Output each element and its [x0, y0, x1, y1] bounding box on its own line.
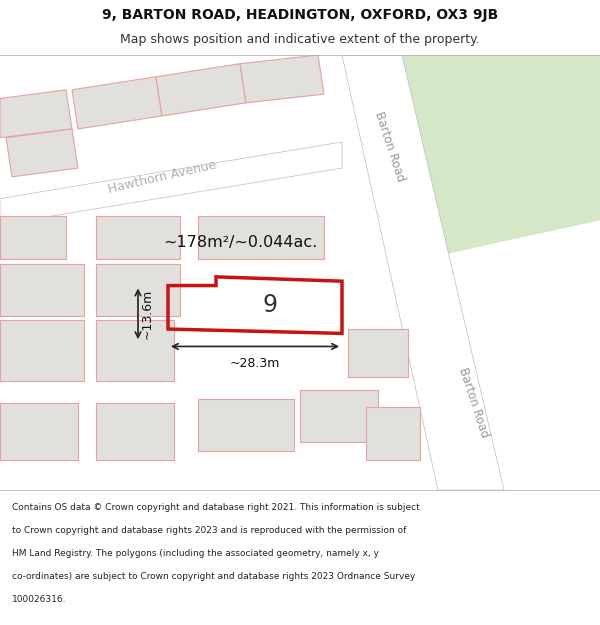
Polygon shape [0, 264, 84, 316]
Text: ~178m²/~0.044ac.: ~178m²/~0.044ac. [163, 234, 317, 249]
Text: Contains OS data © Crown copyright and database right 2021. This information is : Contains OS data © Crown copyright and d… [12, 504, 420, 512]
Polygon shape [0, 142, 342, 224]
Polygon shape [342, 55, 504, 490]
Polygon shape [96, 216, 180, 259]
Text: Map shows position and indicative extent of the property.: Map shows position and indicative extent… [120, 33, 480, 46]
Text: ~13.6m: ~13.6m [141, 289, 154, 339]
Polygon shape [0, 321, 84, 381]
Polygon shape [300, 390, 378, 442]
Text: to Crown copyright and database rights 2023 and is reproduced with the permissio: to Crown copyright and database rights 2… [12, 526, 406, 536]
Polygon shape [156, 64, 246, 116]
Polygon shape [366, 408, 420, 459]
Text: ~28.3m: ~28.3m [230, 357, 280, 371]
Polygon shape [0, 90, 72, 138]
Polygon shape [0, 216, 66, 259]
Polygon shape [402, 55, 600, 264]
Text: co-ordinates) are subject to Crown copyright and database rights 2023 Ordnance S: co-ordinates) are subject to Crown copyr… [12, 572, 415, 581]
Text: Hawthorn Avenue: Hawthorn Avenue [107, 158, 217, 196]
Polygon shape [96, 321, 174, 381]
Polygon shape [96, 264, 180, 316]
Text: 9: 9 [263, 293, 277, 317]
Text: 9, BARTON ROAD, HEADINGTON, OXFORD, OX3 9JB: 9, BARTON ROAD, HEADINGTON, OXFORD, OX3 … [102, 8, 498, 22]
Polygon shape [240, 55, 324, 103]
Polygon shape [72, 77, 162, 129]
Polygon shape [0, 403, 78, 459]
Polygon shape [198, 216, 324, 259]
Text: Barton Road: Barton Road [373, 109, 407, 183]
Polygon shape [198, 399, 294, 451]
Text: HM Land Registry. The polygons (including the associated geometry, namely x, y: HM Land Registry. The polygons (includin… [12, 549, 379, 558]
Polygon shape [96, 403, 174, 459]
Text: 100026316.: 100026316. [12, 595, 67, 604]
Text: Barton Road: Barton Road [457, 366, 491, 440]
Polygon shape [348, 329, 408, 377]
Polygon shape [6, 129, 78, 177]
